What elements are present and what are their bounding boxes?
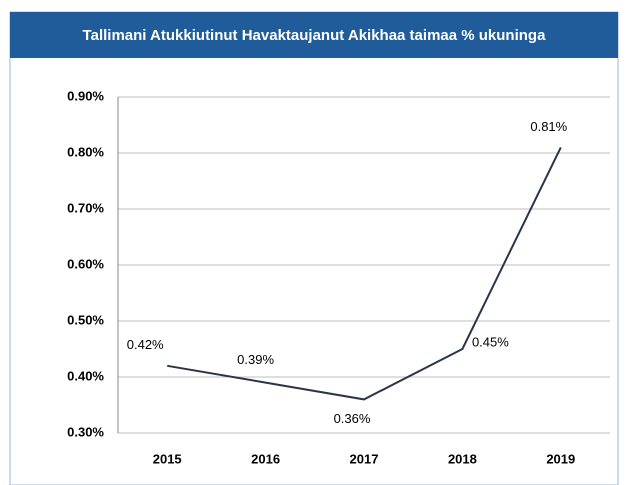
data-label: 0.36% [334,411,371,426]
data-label: 0.42% [127,337,164,352]
y-tick-label: 0.70% [67,200,104,215]
title-bar [10,12,618,58]
y-tick-label: 0.60% [67,256,104,271]
y-tick-label: 0.50% [67,312,104,327]
x-tick-label: 2019 [546,451,575,466]
y-tick-label: 0.30% [67,424,104,439]
data-label: 0.81% [530,119,567,134]
x-tick-label: 2017 [350,451,379,466]
y-tick-label: 0.80% [67,144,104,159]
data-label: 0.45% [472,334,509,349]
data-label: 0.39% [237,352,274,367]
x-tick-label: 2015 [153,451,182,466]
y-tick-label: 0.40% [67,368,104,383]
x-tick-label: 2016 [251,451,280,466]
chart-title: Tallimani Atukkiutinut Havaktaujanut Aki… [83,27,547,44]
y-tick-label: 0.90% [67,88,104,103]
x-tick-label: 2018 [448,451,477,466]
series-line [167,146,562,401]
chart-frame [9,11,619,485]
